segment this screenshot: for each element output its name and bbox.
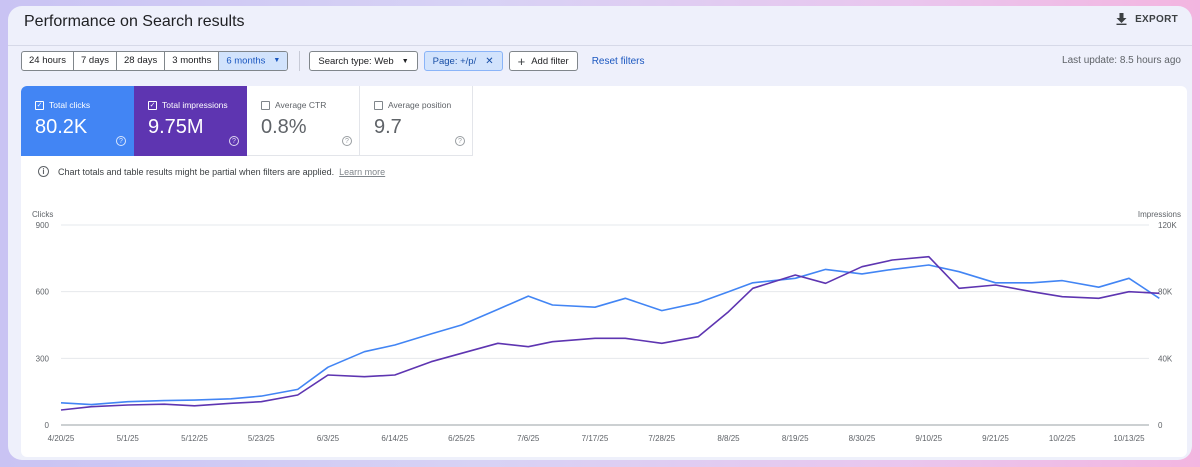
range-28-days[interactable]: 28 days <box>117 52 166 70</box>
help-icon[interactable]: ? <box>455 136 465 146</box>
divider <box>299 51 301 71</box>
metric-average-position[interactable]: Average position 9.7 ? <box>360 86 473 156</box>
export-label: EXPORT <box>1135 13 1178 25</box>
range-7-days[interactable]: 7 days <box>74 52 117 70</box>
metric-label: Total impressions <box>162 100 228 110</box>
date-range-selector: 24 hours 7 days 28 days 3 months 6 month… <box>21 51 289 71</box>
x-tick-label: 6/3/25 <box>317 434 340 443</box>
reset-filters-link[interactable]: Reset filters <box>591 55 645 67</box>
x-tick-label: 8/19/25 <box>782 434 809 443</box>
x-tick-label: 5/12/25 <box>181 434 208 443</box>
checkbox-checked-icon[interactable]: ✓ <box>148 100 157 110</box>
series-line-clicks <box>60 264 1160 406</box>
metric-value: 9.7 <box>374 116 402 138</box>
performance-panel: Performance on Search results EXPORT 24 … <box>8 6 1192 460</box>
range-3-months[interactable]: 3 months <box>165 52 220 70</box>
download-icon <box>1116 13 1127 25</box>
x-tick-label: 9/21/25 <box>982 434 1009 443</box>
checkbox-icon[interactable] <box>261 100 270 110</box>
metric-label: Average position <box>388 100 452 110</box>
performance-chart: Clicks Impressions 900 120K 600 80K 300 40K 0 0 4/… <box>32 210 1181 443</box>
filter-bar: 24 hours 7 days 28 days 3 months 6 month… <box>21 51 645 71</box>
x-tick-label: 5/1/25 <box>117 434 140 443</box>
metric-tiles: ✓ Total clicks 80.2K ? ✓ Total impressions… <box>21 86 473 156</box>
y-axis-right-title: Impressions <box>1138 210 1181 219</box>
metric-value: 9.75M <box>148 116 204 138</box>
performance-card: ✓ Total clicks 80.2K ? ✓ Total impressions… <box>21 86 1187 457</box>
y-right-tick-label: 80K <box>1158 288 1173 297</box>
help-icon[interactable]: ? <box>229 136 239 146</box>
checkbox-checked-icon[interactable]: ✓ <box>35 100 44 110</box>
last-update-text: Last update: 8.5 hours ago <box>1062 55 1181 66</box>
metric-total-clicks[interactable]: ✓ Total clicks 80.2K ? <box>21 86 134 156</box>
x-tick-label: 6/25/25 <box>448 434 475 443</box>
y-left-tick-label: 600 <box>36 288 50 297</box>
range-6-months[interactable]: 6 months ▼ <box>219 52 288 70</box>
checkbox-icon[interactable] <box>374 100 383 110</box>
search-type-label: Search type: Web <box>318 55 394 67</box>
metric-header: ✓ Total clicks <box>35 100 90 110</box>
x-tick-label: 8/30/25 <box>849 434 876 443</box>
range-24-hours[interactable]: 24 hours <box>22 52 74 70</box>
series-line-impressions <box>60 255 1160 411</box>
x-tick-label: 10/13/25 <box>1113 434 1145 443</box>
y-right-tick-label: 0 <box>1158 421 1163 430</box>
partial-data-notice: i Chart totals and table results might b… <box>38 166 385 177</box>
x-tick-label: 7/6/25 <box>517 434 540 443</box>
metric-total-impressions[interactable]: ✓ Total impressions 9.75M ? <box>134 86 247 156</box>
y-right-tick-label: 120K <box>1158 221 1177 230</box>
metric-label: Total clicks <box>49 100 91 110</box>
export-button[interactable]: EXPORT <box>1116 13 1178 25</box>
x-tick-label: 7/28/25 <box>648 434 675 443</box>
x-tick-label: 9/10/25 <box>915 434 942 443</box>
caret-down-icon: ▼ <box>401 57 409 65</box>
page-filter-chip[interactable]: Page: +/p/ ✕ <box>423 51 503 71</box>
metric-average-ctr[interactable]: Average CTR 0.8% ? <box>247 86 360 156</box>
metric-value: 0.8% <box>261 116 307 138</box>
x-tick-label: 6/14/25 <box>381 434 408 443</box>
help-icon[interactable]: ? <box>342 136 352 146</box>
caret-down-icon: ▼ <box>273 57 281 64</box>
plus-icon: + <box>517 53 526 69</box>
x-tick-label: 10/2/25 <box>1049 434 1076 443</box>
y-right-tick-label: 40K <box>1158 354 1173 363</box>
x-tick-label: 5/23/25 <box>248 434 275 443</box>
metric-value: 80.2K <box>35 116 88 138</box>
metric-label: Average CTR <box>275 100 327 110</box>
x-tick-label: 7/17/25 <box>582 434 609 443</box>
y-left-tick-label: 900 <box>36 221 50 230</box>
page-title: Performance on Search results <box>24 13 245 30</box>
search-type-dropdown[interactable]: Search type: Web ▼ <box>309 51 418 71</box>
panel-header: Performance on Search results EXPORT <box>8 6 1192 46</box>
add-filter-label: Add filter <box>531 55 569 67</box>
metric-header: Average position <box>374 100 451 110</box>
close-icon[interactable]: ✕ <box>485 55 494 67</box>
y-left-tick-label: 300 <box>36 354 50 363</box>
x-tick-label: 4/20/25 <box>48 434 75 443</box>
notice-text: Chart totals and table results might be … <box>58 166 335 177</box>
learn-more-link[interactable]: Learn more <box>339 166 386 177</box>
info-icon: i <box>38 166 49 177</box>
metric-header: Average CTR <box>261 100 326 110</box>
y-left-tick-label: 0 <box>45 421 50 430</box>
page-filter-label: Page: +/p/ <box>432 55 477 67</box>
y-axis-left-title: Clicks <box>32 210 53 219</box>
metric-header: ✓ Total impressions <box>148 100 228 110</box>
add-filter-button[interactable]: + Add filter <box>508 51 578 71</box>
x-tick-label: 8/8/25 <box>717 434 740 443</box>
help-icon[interactable]: ? <box>116 136 126 146</box>
range-6-months-label: 6 months <box>226 55 266 67</box>
